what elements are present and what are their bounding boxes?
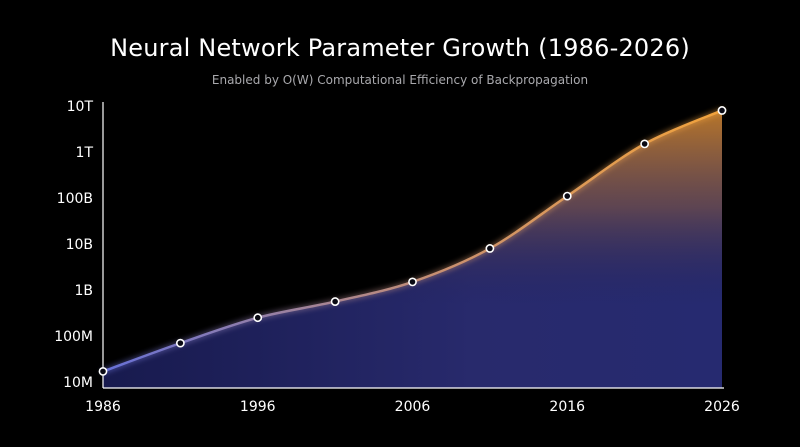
x-tick-label-1996: 1996 (240, 399, 276, 415)
data-point-2026 (717, 106, 727, 115)
y-tick-label-100B: 100B (57, 191, 93, 207)
data-point-2006 (408, 277, 417, 287)
x-tick-label-2006: 2006 (395, 399, 431, 415)
tick-labels: 10M 100M 1B 10B 100B 1T 10T 1986 1996 2006 2016 202… (54, 99, 740, 415)
data-point-2021 (640, 139, 650, 149)
data-markers (98, 106, 727, 376)
y-tick-label-100M: 100M (54, 329, 93, 345)
axes (102, 102, 724, 389)
y-tick-label-1B: 1B (74, 283, 93, 299)
data-point-2011 (485, 244, 495, 253)
x-tick-label-2016: 2016 (549, 399, 585, 415)
data-point-1986 (98, 366, 108, 376)
data-point-2016 (562, 191, 572, 201)
chart-subtitle: Enabled by O(W) Computational Efficiency… (211, 73, 589, 87)
y-tick-label-10M: 10M (63, 375, 93, 391)
y-tick-label-10B: 10B (66, 237, 93, 253)
data-point-1991 (175, 338, 185, 348)
y-tick-label-1T: 1T (76, 145, 94, 161)
x-tick-label-2026: 2026 (704, 399, 740, 415)
data-point-2001 (330, 297, 340, 306)
data-point-1996 (253, 313, 263, 323)
y-tick-label-10T: 10T (67, 99, 94, 115)
x-tick-label-1986: 1986 (85, 399, 121, 415)
chart-title: Neural Network Parameter Growth (1986-20… (110, 34, 690, 62)
